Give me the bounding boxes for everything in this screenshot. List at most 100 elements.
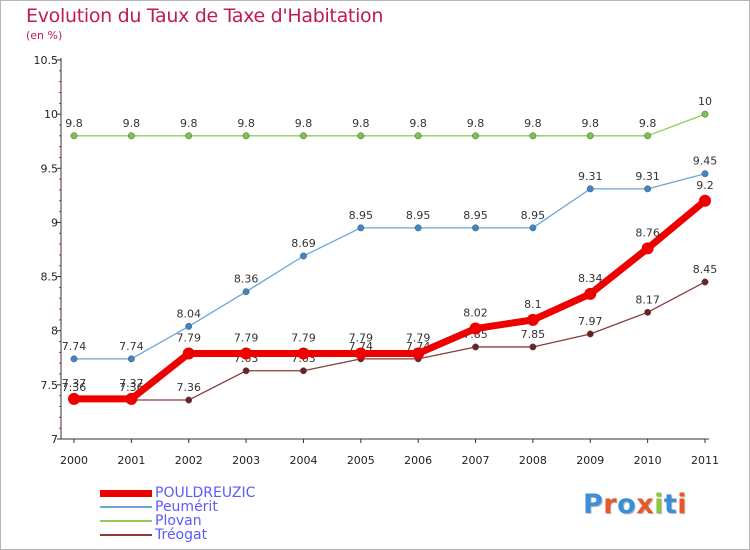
x-tick-label: 2003 <box>232 454 260 467</box>
data-label: 8.34 <box>578 272 603 285</box>
legend-label: Tréogat <box>155 527 208 543</box>
legend-item: Plovan <box>100 514 255 528</box>
series-line-pouldreuzic <box>70 197 709 403</box>
data-label: 7.79 <box>234 331 259 344</box>
data-label: 9.31 <box>578 170 603 183</box>
data-point <box>300 252 307 260</box>
data-label: 9.8 <box>295 117 313 130</box>
data-point <box>529 343 537 351</box>
y-tick-label: 9 <box>51 216 58 229</box>
data-label: 9.8 <box>639 117 657 130</box>
data-point <box>68 392 80 405</box>
x-tick-label: 2008 <box>519 454 547 467</box>
data-point <box>472 343 479 351</box>
chart-legend: POULDREUZIC Peumérit Plovan Tréogat <box>100 486 255 542</box>
logo-letter: i <box>654 489 664 520</box>
x-tick-label: 2005 <box>347 454 375 467</box>
data-label: 7.79 <box>349 331 374 344</box>
data-point <box>185 132 193 140</box>
data-point <box>242 288 250 296</box>
data-point <box>586 132 594 140</box>
data-label: 7.97 <box>578 315 603 328</box>
series-line-peumérit <box>73 173 706 360</box>
data-label: 8.36 <box>234 273 259 286</box>
data-point <box>297 347 310 360</box>
data-label: 10 <box>698 95 712 108</box>
data-point <box>644 185 652 193</box>
data-label: 9.31 <box>635 170 660 183</box>
legend-swatch <box>100 534 152 536</box>
x-tick-label: 2000 <box>60 454 88 467</box>
data-point <box>242 367 250 375</box>
data-point <box>586 330 594 338</box>
data-label: 8.76 <box>635 226 660 239</box>
data-point <box>125 392 138 405</box>
data-point <box>526 313 539 326</box>
data-point <box>300 367 307 375</box>
x-tick-label: 2001 <box>117 454 145 467</box>
x-tick-label: 2009 <box>576 454 604 467</box>
data-point <box>701 110 709 118</box>
x-tick-label: 2004 <box>289 454 317 467</box>
data-label: 8.95 <box>463 209 488 222</box>
legend-item: Peumérit <box>100 500 255 514</box>
data-point <box>641 242 654 255</box>
data-label: 9.8 <box>582 117 600 130</box>
data-label: 7.79 <box>291 331 316 344</box>
y-tick-label: 8 <box>51 325 58 338</box>
data-point <box>699 194 711 207</box>
data-label: 7.85 <box>521 328 546 341</box>
data-point <box>472 224 479 232</box>
legend-label: POULDREUZIC <box>155 485 256 501</box>
data-point <box>701 170 709 178</box>
data-label: 7.74 <box>119 340 144 353</box>
data-point <box>414 132 422 140</box>
data-label: 9.8 <box>123 117 141 130</box>
data-label: 8.02 <box>463 307 488 320</box>
proxiti-logo: Proxiti <box>583 489 687 520</box>
x-tick-label: 2007 <box>462 454 490 467</box>
data-label: 8.04 <box>176 307 201 320</box>
x-tick-label: 2006 <box>404 454 432 467</box>
y-tick-label: 8.5 <box>41 271 59 284</box>
x-tick-label: 2002 <box>175 454 203 467</box>
data-point <box>357 132 365 140</box>
series-line-tréogat <box>73 281 706 401</box>
data-label: 9.45 <box>693 155 718 168</box>
data-point <box>70 132 78 140</box>
data-label: 8.95 <box>521 209 546 222</box>
data-label: 8.45 <box>693 263 718 276</box>
logo-letter: r <box>603 489 618 520</box>
legend-swatch <box>100 489 152 497</box>
data-point <box>240 347 253 360</box>
data-label: 9.8 <box>65 117 83 130</box>
data-point <box>70 355 78 363</box>
data-point <box>354 347 367 360</box>
data-point <box>586 185 594 193</box>
data-label: 7.36 <box>62 381 87 394</box>
logo-letter: t <box>663 489 678 520</box>
data-point <box>529 224 537 232</box>
y-tick-label: 10 <box>44 108 58 121</box>
y-tick-label: 10.5 <box>34 54 59 67</box>
y-tick-label: 7.5 <box>41 379 59 392</box>
legend-item: Tréogat <box>100 528 255 542</box>
data-point <box>644 308 652 316</box>
data-label: 9.8 <box>237 117 255 130</box>
data-label: 7.74 <box>349 340 374 353</box>
data-label: 9.8 <box>180 117 198 130</box>
legend-swatch <box>100 506 152 508</box>
x-tick-label: 2011 <box>691 454 719 467</box>
data-point <box>701 278 709 286</box>
y-tick-label: 7 <box>51 433 58 446</box>
data-label: 9.2 <box>696 179 714 192</box>
legend-label: Plovan <box>155 513 202 529</box>
data-point <box>469 322 482 335</box>
data-point <box>644 132 652 140</box>
data-point <box>472 132 479 140</box>
data-label: 8.1 <box>524 298 542 311</box>
legend-item: POULDREUZIC <box>100 486 255 500</box>
data-label: 9.8 <box>409 117 427 130</box>
